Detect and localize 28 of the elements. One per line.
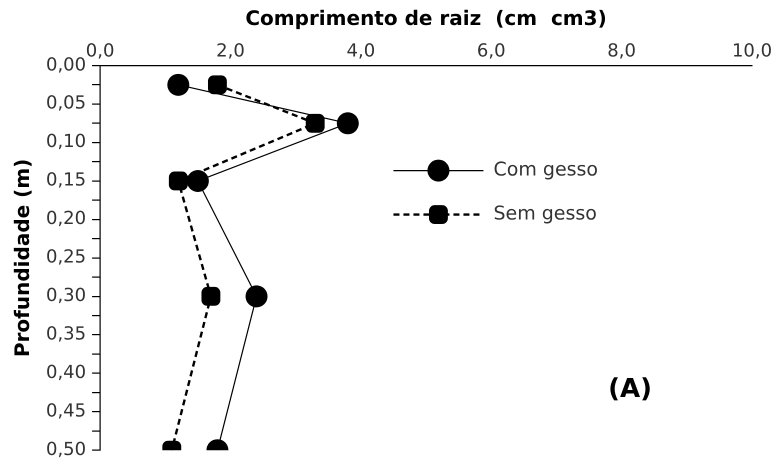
x-tick-label: 4,0 (346, 40, 376, 62)
y-tick-label: 0,10 (46, 131, 86, 152)
legend-label: Com gesso (493, 158, 598, 181)
y-tick-label: 0,35 (46, 323, 86, 344)
x-axis-title: Comprimento de raiz (cm cm3) (245, 6, 607, 30)
x-tick-label: 8,0 (607, 40, 636, 62)
y-tick-label: 0,30 (46, 285, 86, 306)
x-tick-label: 2,0 (216, 40, 245, 62)
point (336, 112, 359, 134)
point (167, 74, 190, 96)
y-tick-label: 0,45 (46, 400, 86, 422)
point (208, 75, 227, 94)
x-tick-label: 0,0 (86, 40, 114, 62)
y-tick-label: 0,50 (46, 438, 86, 460)
y-tick-label: 0,25 (46, 246, 86, 268)
y-tick-label: 0,15 (46, 170, 86, 191)
y-tick-label: 0,00 (46, 54, 86, 76)
annotation: (A) (608, 374, 652, 404)
y-tick-label: 0,20 (46, 208, 86, 230)
legend-label: Sem gesso (493, 202, 597, 225)
x-tick-label: 6,0 (476, 40, 506, 62)
y-tick-label: 0,40 (46, 362, 86, 383)
y-tick-label: 0,05 (46, 92, 86, 114)
point (186, 170, 209, 192)
point (168, 172, 188, 190)
point (306, 114, 325, 133)
x-tick-label: 10,0 (732, 40, 772, 62)
y-axis-title: Profundidade (m) (10, 158, 34, 358)
